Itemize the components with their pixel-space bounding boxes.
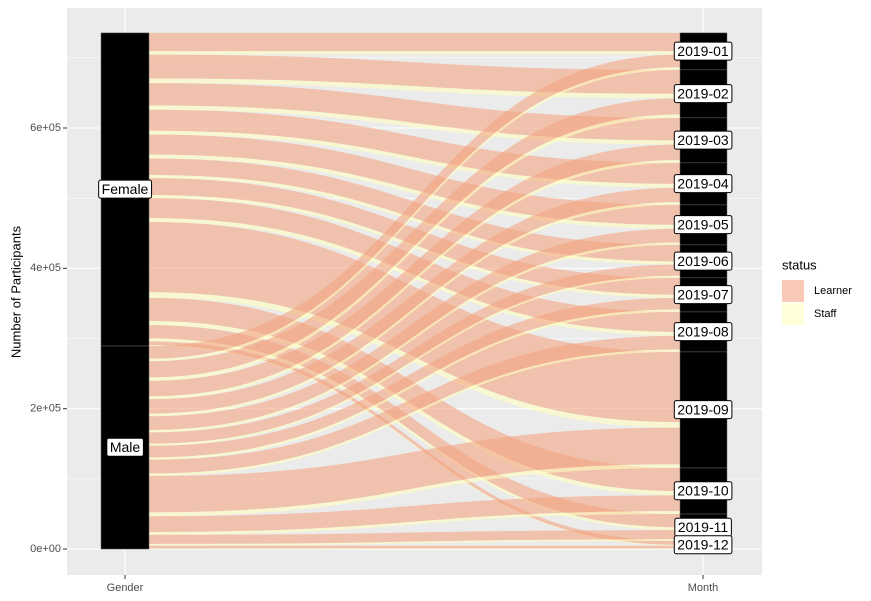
stratum-label: 2019-12 xyxy=(677,537,729,553)
flows xyxy=(149,32,680,550)
stratum-label: 2019-07 xyxy=(677,287,729,303)
flow xyxy=(149,264,680,444)
flow xyxy=(149,548,680,550)
flow xyxy=(149,539,680,546)
flow xyxy=(149,202,680,417)
x-tick-label: Month xyxy=(688,582,719,594)
stratum-label: 2019-09 xyxy=(677,402,729,418)
stratum-label: 2019-10 xyxy=(677,483,729,499)
flow xyxy=(149,154,680,229)
flow xyxy=(149,67,680,362)
stratum-label: 2019-08 xyxy=(677,324,729,340)
flow xyxy=(149,242,680,433)
flow xyxy=(149,222,680,423)
flow xyxy=(149,228,680,430)
flow xyxy=(149,130,680,188)
label-box xyxy=(673,174,733,194)
legend-label: Learner xyxy=(814,285,852,297)
label-box xyxy=(673,285,733,305)
label-box xyxy=(673,400,733,420)
stratum-label: 2019-05 xyxy=(677,217,729,233)
flow xyxy=(149,338,680,531)
label-box xyxy=(106,437,144,457)
flow xyxy=(149,159,680,400)
flow xyxy=(149,114,680,381)
flow xyxy=(149,325,680,528)
flow xyxy=(149,98,680,378)
flow xyxy=(149,530,680,544)
label-box xyxy=(673,535,733,555)
label-box xyxy=(673,251,733,271)
legend-label: Staff xyxy=(814,308,837,320)
label-box xyxy=(673,130,733,150)
label-box xyxy=(673,215,733,235)
stratum-label: 2019-11 xyxy=(678,519,729,535)
flow xyxy=(149,511,680,535)
flow xyxy=(149,345,680,546)
y-tick-label: 0e+00 xyxy=(30,543,61,555)
stratum-label: 2019-02 xyxy=(677,86,729,102)
legend-key xyxy=(782,303,804,325)
label-box xyxy=(673,481,733,501)
flow xyxy=(149,187,680,414)
flow xyxy=(149,341,680,545)
flow xyxy=(149,335,680,474)
flow xyxy=(149,134,680,225)
flow xyxy=(149,144,680,397)
y-tick-label: 2e+05 xyxy=(30,403,61,415)
flow xyxy=(149,105,680,145)
flow xyxy=(149,427,680,513)
flow xyxy=(149,297,680,492)
flow xyxy=(149,175,680,265)
flow xyxy=(149,495,680,532)
y-axis-title: Number of Participants xyxy=(8,225,23,358)
flow xyxy=(149,275,680,446)
flow xyxy=(149,464,680,517)
label-box xyxy=(673,322,733,342)
label-box xyxy=(673,41,733,61)
strata: Female Male 2019-01 2019-02 2019-03 2019-04 20… xyxy=(98,32,733,555)
flow xyxy=(149,54,680,359)
y-tick-label: 6e+05 xyxy=(30,122,61,134)
flow xyxy=(149,109,680,184)
stratum-label: 2019-01 xyxy=(677,43,729,59)
flow xyxy=(149,32,680,52)
stratum-label: Male xyxy=(110,439,141,455)
flow xyxy=(149,297,680,458)
flow xyxy=(149,51,680,55)
x-tick-label: Gender xyxy=(107,582,144,594)
flow xyxy=(149,54,680,94)
stratum-label: Female xyxy=(102,181,149,197)
label-box xyxy=(98,179,153,199)
legend-title: status xyxy=(782,257,817,272)
stratum-label: 2019-04 xyxy=(677,176,729,192)
label-box xyxy=(673,84,733,104)
stratum-label: 2019-06 xyxy=(677,253,729,269)
legend-key xyxy=(782,280,804,302)
y-tick-label: 4e+05 xyxy=(30,262,61,274)
flow xyxy=(149,545,680,549)
flow xyxy=(149,309,680,460)
flow xyxy=(149,83,680,141)
flow xyxy=(149,349,680,476)
stratum-label: 2019-03 xyxy=(677,132,729,148)
